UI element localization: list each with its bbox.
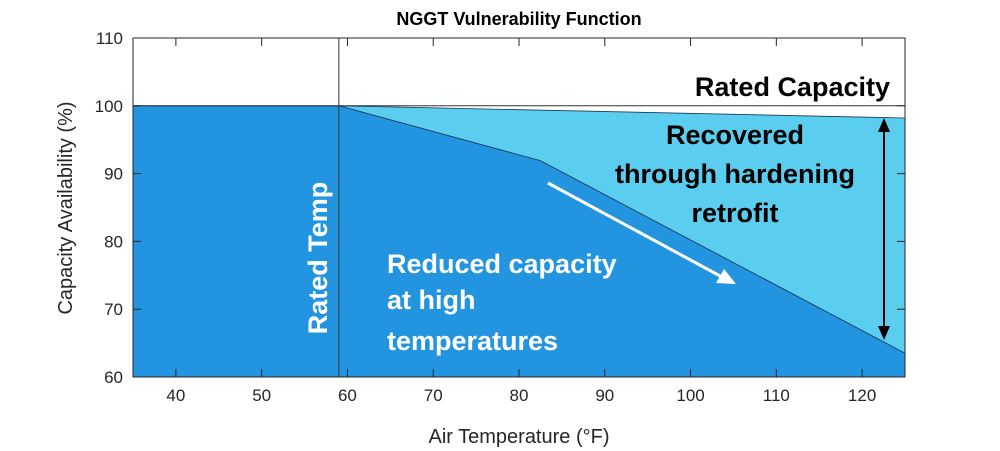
recovered-line-1: Recovered [666,120,804,150]
rated-capacity-label: Rated Capacity [695,72,890,102]
x-tick-label: 120 [848,386,876,405]
chart-title: NGGT Vulnerability Function [396,9,641,29]
recovered-line-3: retrofit [692,198,779,228]
trend-arrow [547,181,736,284]
x-tick-label: 100 [676,386,704,405]
x-tick-label: 110 [763,386,790,405]
x-tick-label: 90 [595,386,614,405]
y-tick-label: 100 [95,97,123,116]
x-tick-label: 40 [166,386,185,405]
x-tick-label: 60 [338,386,357,405]
x-tick-label: 70 [424,386,443,405]
x-axis-label: Air Temperature (°F) [428,426,609,448]
y-tick-label: 90 [104,165,123,184]
reduced-line-3: temperatures [387,326,558,356]
x-tick-label: 50 [252,386,271,405]
y-tick-label: 60 [104,368,123,387]
recovered-annotation: Recovered through hardening retrofit [615,120,855,228]
reduced-line-2: at high [387,285,476,315]
y-tick-label: 70 [104,300,123,319]
y-tick-label: 110 [96,29,123,48]
reduced-line-1: Reduced capacity [387,249,617,279]
x-tick-label: 80 [510,386,529,405]
recovery-double-arrow [878,118,890,340]
recovered-line-2: through hardening [615,159,855,189]
y-tick-label: 80 [104,232,123,251]
reduced-annotation: Reduced capacity at high temperatures [387,249,617,356]
rated-temp-label: Rated Temp [303,182,333,335]
y-axis-label: Capacity Availability (%) [55,101,77,314]
